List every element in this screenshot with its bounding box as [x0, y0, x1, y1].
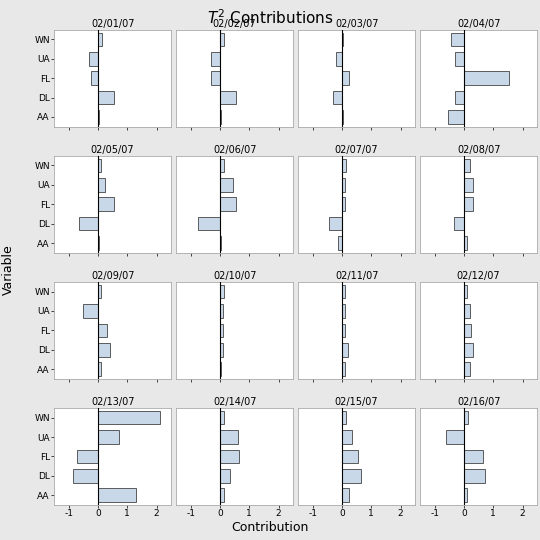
Bar: [220, 304, 223, 318]
Bar: [220, 198, 236, 211]
Bar: [79, 217, 98, 231]
Title: 02/10/07: 02/10/07: [213, 271, 256, 281]
Title: 02/06/07: 02/06/07: [213, 145, 256, 155]
Bar: [98, 362, 101, 376]
Title: 02/09/07: 02/09/07: [91, 271, 134, 281]
Bar: [98, 323, 107, 337]
Bar: [98, 488, 136, 502]
Bar: [98, 237, 99, 250]
Bar: [89, 52, 98, 65]
Bar: [220, 430, 238, 444]
Bar: [464, 237, 467, 250]
Bar: [333, 91, 342, 104]
Bar: [342, 32, 343, 46]
Bar: [464, 178, 473, 192]
Bar: [342, 71, 349, 85]
Title: 02/03/07: 02/03/07: [335, 19, 379, 29]
Bar: [220, 469, 230, 483]
Bar: [91, 71, 98, 85]
Title: 02/15/07: 02/15/07: [335, 397, 379, 407]
Bar: [98, 343, 110, 356]
Bar: [220, 237, 221, 250]
Bar: [454, 217, 464, 231]
Bar: [83, 304, 98, 318]
Title: 02/13/07: 02/13/07: [91, 397, 134, 407]
Bar: [464, 198, 473, 211]
Bar: [98, 411, 160, 424]
Bar: [342, 159, 346, 172]
Bar: [464, 71, 509, 85]
Title: 02/01/07: 02/01/07: [91, 19, 134, 29]
Bar: [455, 91, 464, 104]
Bar: [342, 198, 345, 211]
Bar: [98, 91, 114, 104]
Bar: [464, 450, 483, 463]
Title: 02/04/07: 02/04/07: [457, 19, 501, 29]
Bar: [98, 430, 118, 444]
Bar: [98, 110, 99, 124]
Bar: [451, 32, 464, 46]
Title: 02/16/07: 02/16/07: [457, 397, 501, 407]
Bar: [220, 450, 239, 463]
Bar: [220, 285, 225, 298]
Bar: [464, 285, 467, 298]
Bar: [464, 343, 473, 356]
Bar: [464, 469, 484, 483]
Bar: [464, 362, 470, 376]
Bar: [342, 450, 358, 463]
Text: Variable: Variable: [2, 245, 15, 295]
Bar: [211, 71, 220, 85]
Bar: [342, 362, 345, 376]
Bar: [77, 450, 98, 463]
Bar: [448, 110, 464, 124]
Bar: [342, 411, 346, 424]
Bar: [98, 285, 101, 298]
Bar: [336, 52, 342, 65]
Bar: [220, 343, 223, 356]
Bar: [220, 178, 233, 192]
Title: 02/07/07: 02/07/07: [335, 145, 379, 155]
Bar: [98, 32, 103, 46]
Bar: [220, 411, 225, 424]
Bar: [464, 159, 470, 172]
Text: $T^2$ Contributions: $T^2$ Contributions: [207, 8, 333, 27]
Bar: [220, 159, 225, 172]
Bar: [220, 110, 221, 124]
Title: 02/05/07: 02/05/07: [91, 145, 134, 155]
Bar: [342, 430, 352, 444]
Title: 02/12/07: 02/12/07: [457, 271, 501, 281]
Bar: [464, 323, 471, 337]
Bar: [73, 469, 98, 483]
Bar: [342, 343, 348, 356]
Title: 02/11/07: 02/11/07: [335, 271, 379, 281]
Bar: [447, 430, 464, 444]
Bar: [98, 178, 105, 192]
Bar: [329, 217, 342, 231]
Bar: [98, 159, 101, 172]
Bar: [211, 52, 220, 65]
Bar: [342, 304, 345, 318]
Bar: [220, 91, 236, 104]
Bar: [342, 178, 345, 192]
Bar: [455, 52, 464, 65]
Bar: [198, 217, 220, 231]
Bar: [464, 488, 467, 502]
Bar: [338, 237, 342, 250]
Bar: [342, 469, 361, 483]
Bar: [220, 362, 221, 376]
Bar: [98, 198, 114, 211]
Bar: [342, 488, 349, 502]
Bar: [342, 285, 345, 298]
Bar: [220, 488, 225, 502]
Bar: [464, 411, 468, 424]
Bar: [342, 110, 343, 124]
Bar: [220, 323, 223, 337]
Title: 02/14/07: 02/14/07: [213, 397, 256, 407]
Title: 02/08/07: 02/08/07: [457, 145, 501, 155]
Title: 02/02/07: 02/02/07: [213, 19, 256, 29]
Bar: [220, 32, 225, 46]
Text: Contribution: Contribution: [231, 521, 309, 534]
Bar: [464, 304, 470, 318]
Bar: [342, 323, 345, 337]
